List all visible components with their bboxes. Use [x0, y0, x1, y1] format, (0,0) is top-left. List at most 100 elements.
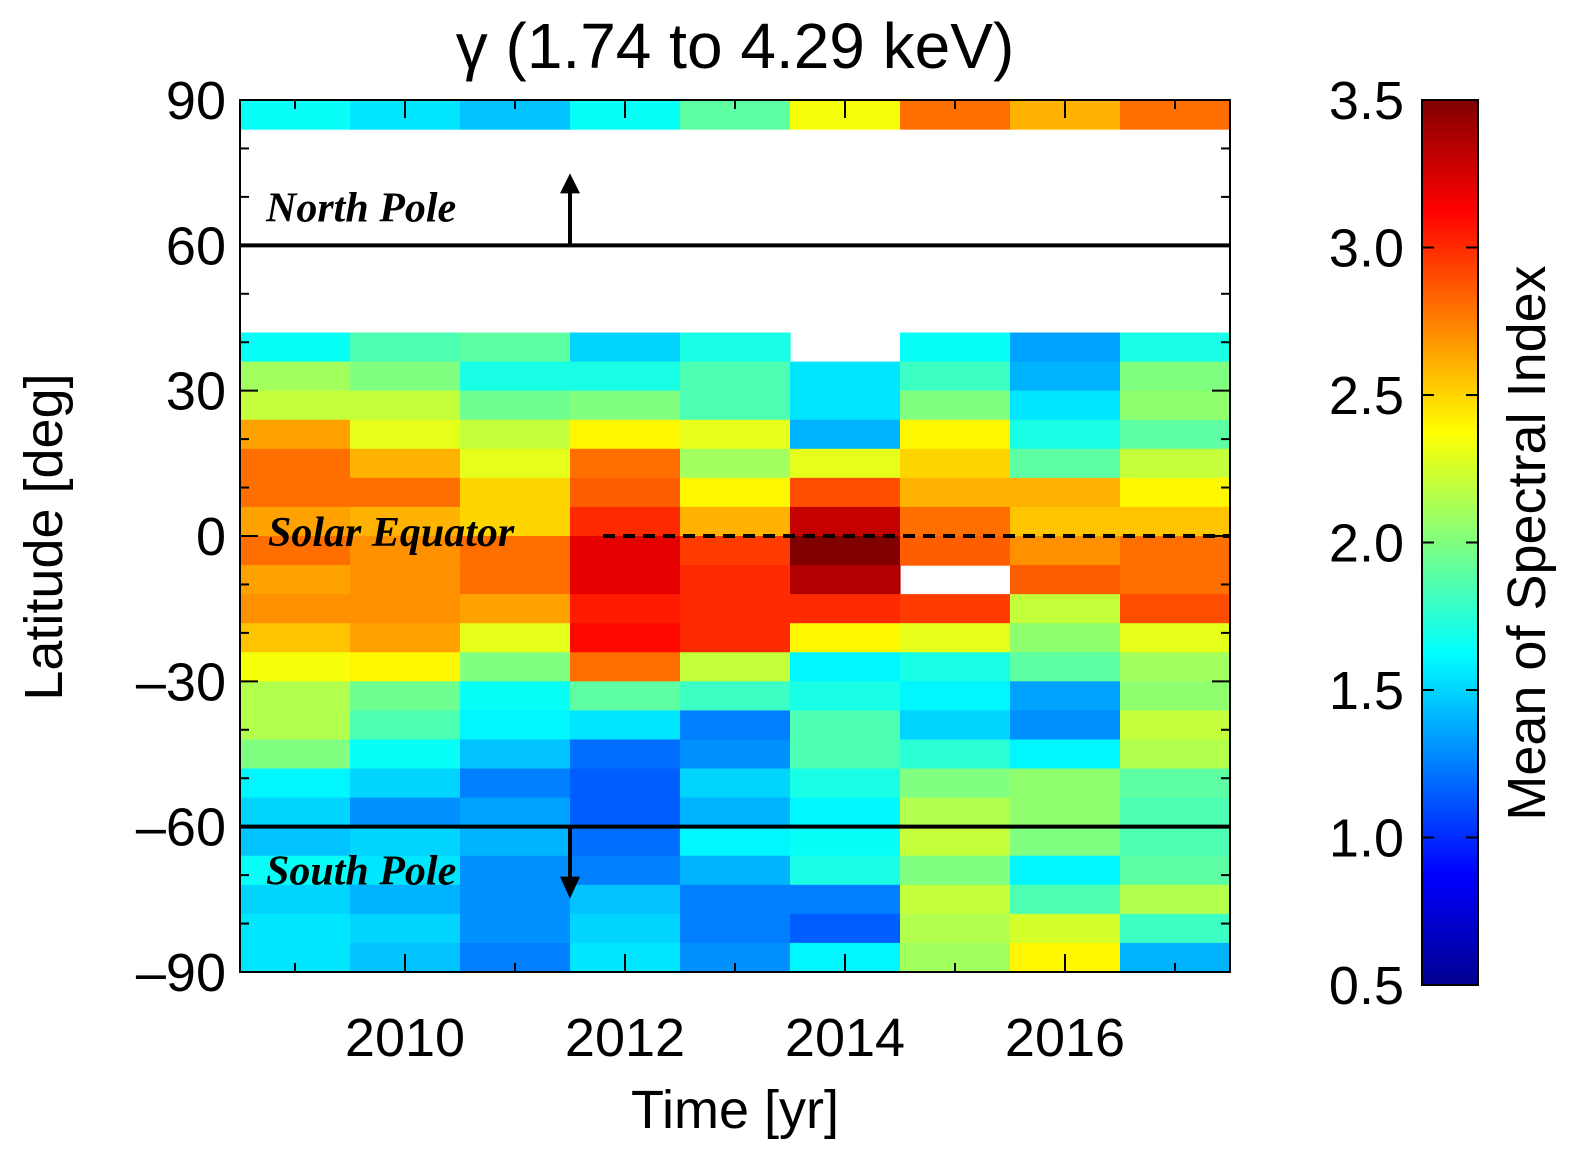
heatmap-cell	[240, 739, 351, 770]
y-axis-label: Latitude [deg]	[14, 373, 74, 700]
heatmap-cell	[570, 913, 681, 944]
heatmap-cell	[790, 797, 901, 828]
heatmap-cell	[1010, 768, 1121, 799]
heatmap-cell	[1010, 419, 1121, 450]
heatmap-cell	[790, 361, 901, 392]
heatmap-cell	[900, 623, 1011, 653]
heatmap-cell	[790, 419, 901, 450]
heatmap-cell	[460, 594, 571, 624]
heatmap-cell	[350, 768, 461, 799]
heatmap-cell	[680, 419, 791, 450]
heatmap-cell	[350, 623, 461, 653]
heatmap-cell	[790, 652, 901, 682]
heatmap-cell	[900, 448, 1011, 479]
heatmap-cell	[680, 913, 791, 944]
heatmap-cell	[570, 565, 681, 595]
heatmap-cell	[1010, 536, 1121, 566]
heatmap-cell	[900, 594, 1011, 624]
heatmap-cell	[1010, 390, 1121, 421]
heatmap-cell	[790, 536, 901, 566]
chart-title: γ (1.74 to 4.29 keV)	[456, 10, 1015, 82]
heatmap-cell	[680, 506, 791, 537]
heatmap-cell	[900, 710, 1011, 741]
x-tick-label: 2016	[1005, 1008, 1125, 1068]
heatmap-cell	[240, 536, 351, 566]
heatmap-cell	[240, 390, 351, 421]
y-tick-label: –60	[136, 798, 226, 858]
pole-equator-overlays: North Pole Solar Equator South Pole	[240, 173, 1230, 899]
heatmap-cell	[350, 710, 461, 741]
heatmap-cell	[240, 332, 351, 363]
heatmap-cell	[570, 332, 681, 363]
heatmap-cell	[460, 390, 571, 421]
south-arrow-head-icon	[560, 876, 580, 899]
heatmap-cell	[460, 477, 571, 508]
heatmap-cell	[570, 536, 681, 566]
heatmap-cell	[790, 884, 901, 915]
heatmap-cell	[240, 623, 351, 653]
heatmap-cell	[1120, 361, 1231, 392]
heatmap-cell	[240, 477, 351, 508]
heatmap-cell	[1120, 332, 1231, 363]
heatmap-cell	[240, 710, 351, 741]
heatmap-cell	[460, 623, 571, 653]
colorbar-tick-label: 2.0	[1329, 514, 1404, 574]
heatmap-cell	[1120, 681, 1231, 711]
heatmap-cell	[240, 681, 351, 711]
heatmap-cell	[1120, 739, 1231, 770]
colorbar-tick-label: 2.5	[1329, 366, 1404, 426]
heatmap-cell	[900, 884, 1011, 915]
heatmap-cell	[680, 477, 791, 508]
colorbar-tick-label: 3.5	[1329, 71, 1404, 131]
heatmap-cell	[680, 855, 791, 886]
heatmap-cell	[1120, 913, 1231, 944]
heatmap-cell	[680, 681, 791, 711]
heatmap-cell	[1010, 710, 1121, 741]
heatmap-cell	[1120, 536, 1231, 566]
heatmap-cell	[790, 477, 901, 508]
x-tick-label: 2010	[345, 1008, 465, 1068]
north-arrow-head-icon	[560, 173, 580, 194]
heatmap-cell	[680, 594, 791, 624]
heatmap-cell	[900, 681, 1011, 711]
heatmap-cell	[460, 448, 571, 479]
heatmap-cell	[240, 361, 351, 392]
heatmap-cell	[350, 594, 461, 624]
equator-label: Solar Equator	[268, 510, 515, 556]
heatmap-cell	[790, 623, 901, 653]
heatmap-cell	[790, 506, 901, 537]
heatmap-cell	[1120, 826, 1231, 857]
heatmap-cell	[460, 768, 571, 799]
heatmap-cell	[460, 797, 571, 828]
heatmap-cell	[350, 739, 461, 770]
heatmap-cell	[570, 739, 681, 770]
heatmap-cell	[1010, 565, 1121, 595]
heatmap-cell	[900, 506, 1011, 537]
heatmap-cell	[570, 710, 681, 741]
heatmap-cell	[1010, 623, 1121, 653]
heatmap-cell	[350, 419, 461, 450]
heatmap-cell	[680, 768, 791, 799]
heatmap-cell	[350, 361, 461, 392]
heatmap-cell	[900, 536, 1011, 566]
heatmap-cell	[1010, 797, 1121, 828]
heatmap-cell	[900, 390, 1011, 421]
heatmap-cell	[240, 565, 351, 595]
heatmap-cell	[790, 681, 901, 711]
heatmap-cell	[1120, 477, 1231, 508]
colorbar-tick-label: 0.5	[1329, 956, 1404, 1016]
y-tick-label: 0	[196, 507, 226, 567]
heatmap-cell	[240, 768, 351, 799]
heatmap-cell	[1010, 884, 1121, 915]
heatmap-cell	[1120, 652, 1231, 682]
heatmap-cell	[1010, 332, 1121, 363]
heatmap-cell	[1010, 361, 1121, 392]
colorbar-tick-label: 1.5	[1329, 661, 1404, 721]
heatmap-cell	[1120, 884, 1231, 915]
heatmap-cell	[1010, 739, 1121, 770]
heatmap-cell	[570, 594, 681, 624]
heatmap-cell	[1010, 594, 1121, 624]
y-tick-label: 60	[166, 216, 226, 276]
heatmap-cell	[680, 826, 791, 857]
